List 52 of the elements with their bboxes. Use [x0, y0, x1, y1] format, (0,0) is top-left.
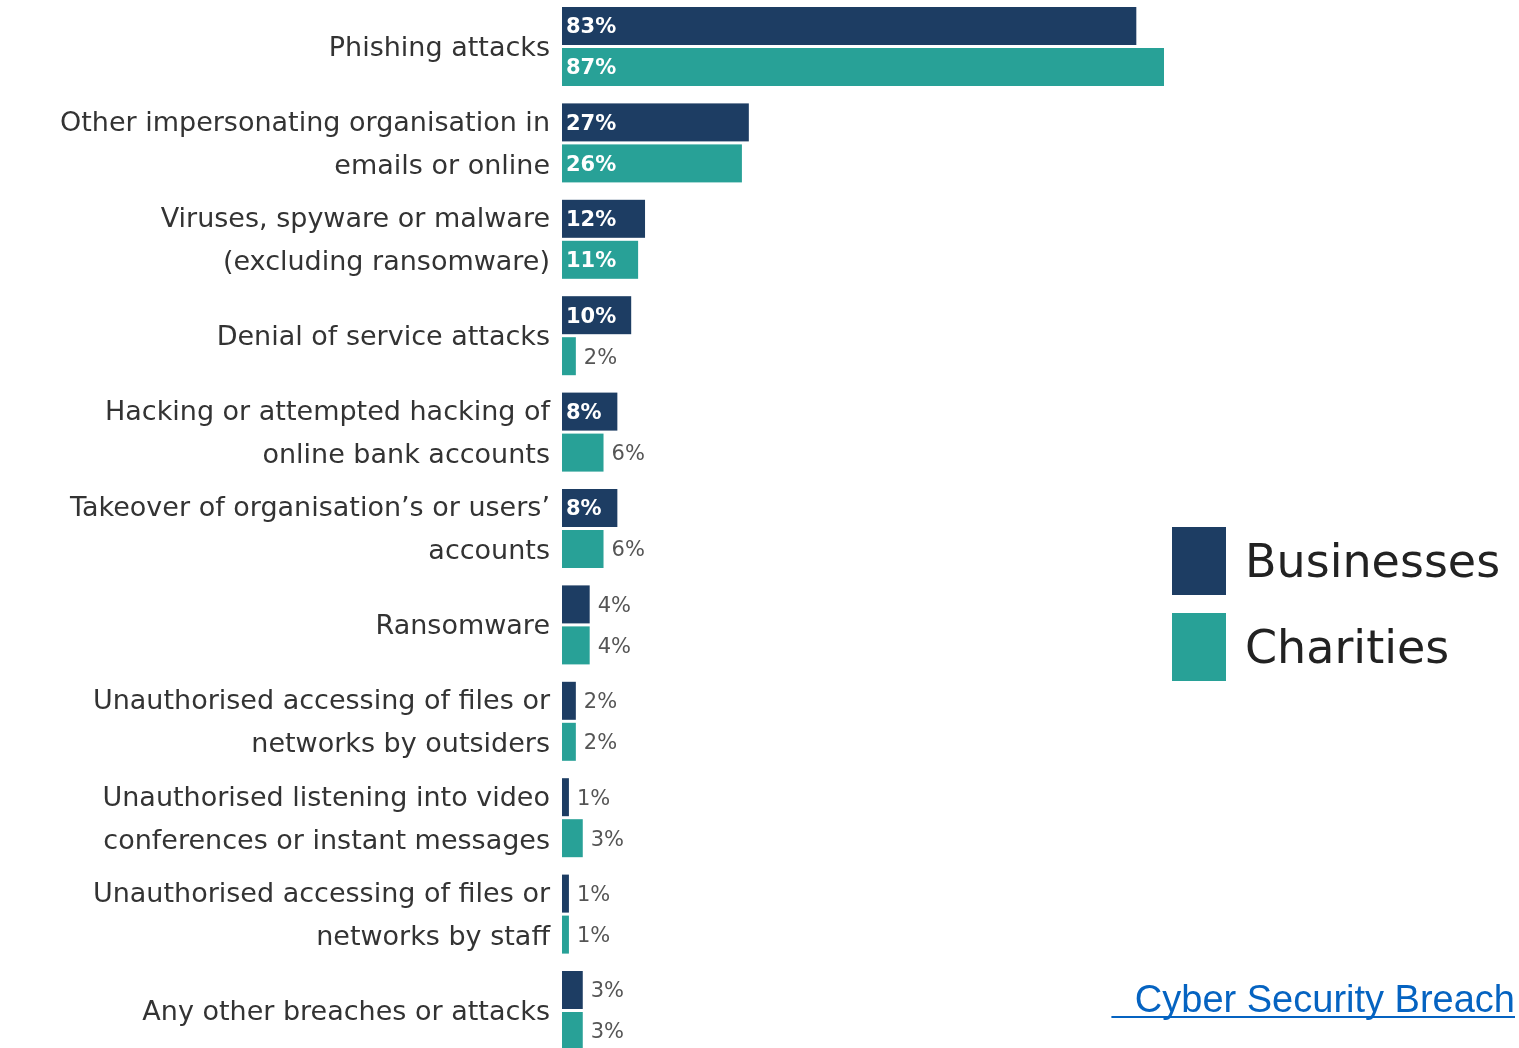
bar: [562, 48, 1164, 86]
data-label: 4%: [597, 633, 632, 658]
annotation: Cyber Security Breach: [1134, 978, 1515, 1020]
bar: [562, 722, 576, 761]
data-label: 2%: [583, 344, 618, 369]
data-label: 6%: [611, 537, 645, 562]
y-tick-label: Hacking or attempted hacking of online bank accounts: [104, 395, 552, 470]
data-label: 3%: [590, 1019, 625, 1044]
bar: [562, 915, 569, 954]
bar: [562, 819, 583, 858]
bar: [562, 778, 569, 817]
bar: [562, 874, 569, 913]
data-label: 83%: [566, 14, 617, 39]
data-label: 6%: [611, 440, 645, 465]
data-label: 11%: [566, 248, 617, 273]
data-label: 12%: [566, 207, 617, 232]
data-label: 1%: [576, 785, 611, 810]
bar: [562, 681, 576, 720]
y-tick-label: Any other breaches or attacks: [142, 994, 550, 1026]
data-label: 2%: [583, 730, 618, 755]
data-label: 3%: [590, 978, 625, 1003]
y-tick-label: Ransomware: [375, 609, 550, 641]
y-tick-label: Phishing attacks: [328, 30, 550, 62]
bar: [562, 626, 590, 665]
bar: [562, 103, 749, 142]
bar: [562, 971, 583, 1009]
bar: [562, 585, 590, 624]
y-tick-label: Takeover of organisation’s or users’ accounts: [68, 491, 550, 566]
y-tick-label: Denial of service attacks: [216, 320, 550, 352]
y-tick-label: Unauthorised listening into video conferences or instant messages: [102, 780, 550, 855]
data-label: 27%: [566, 110, 617, 135]
bar: [562, 7, 1137, 45]
data-label: 26%: [566, 151, 617, 176]
legend-label: Charities: [1245, 620, 1450, 675]
data-label: 1%: [576, 922, 611, 947]
bar: [562, 144, 742, 183]
bar: [562, 530, 604, 568]
data-label: 8%: [566, 399, 602, 424]
y-tick-label: Other impersonating organisation in emails or online: [59, 105, 550, 180]
data-label: 8%: [566, 496, 602, 521]
legend-label: Businesses: [1245, 534, 1501, 589]
bar: [562, 337, 576, 376]
bar: [562, 433, 604, 472]
data-label: 10%: [566, 303, 617, 328]
data-label: 1%: [576, 881, 611, 906]
y-tick-label: Unauthorised accessing of files or networks by outsiders: [92, 684, 551, 759]
y-tick-label: Viruses, spyware or malware (excluding ransomware): [160, 202, 550, 277]
data-label: 2%: [583, 689, 618, 714]
y-tick-label: Unauthorised accessing of files or networks by staff: [92, 877, 552, 952]
data-label: 3%: [590, 826, 625, 851]
data-label: 4%: [597, 592, 632, 617]
data-label: 87%: [566, 55, 617, 80]
